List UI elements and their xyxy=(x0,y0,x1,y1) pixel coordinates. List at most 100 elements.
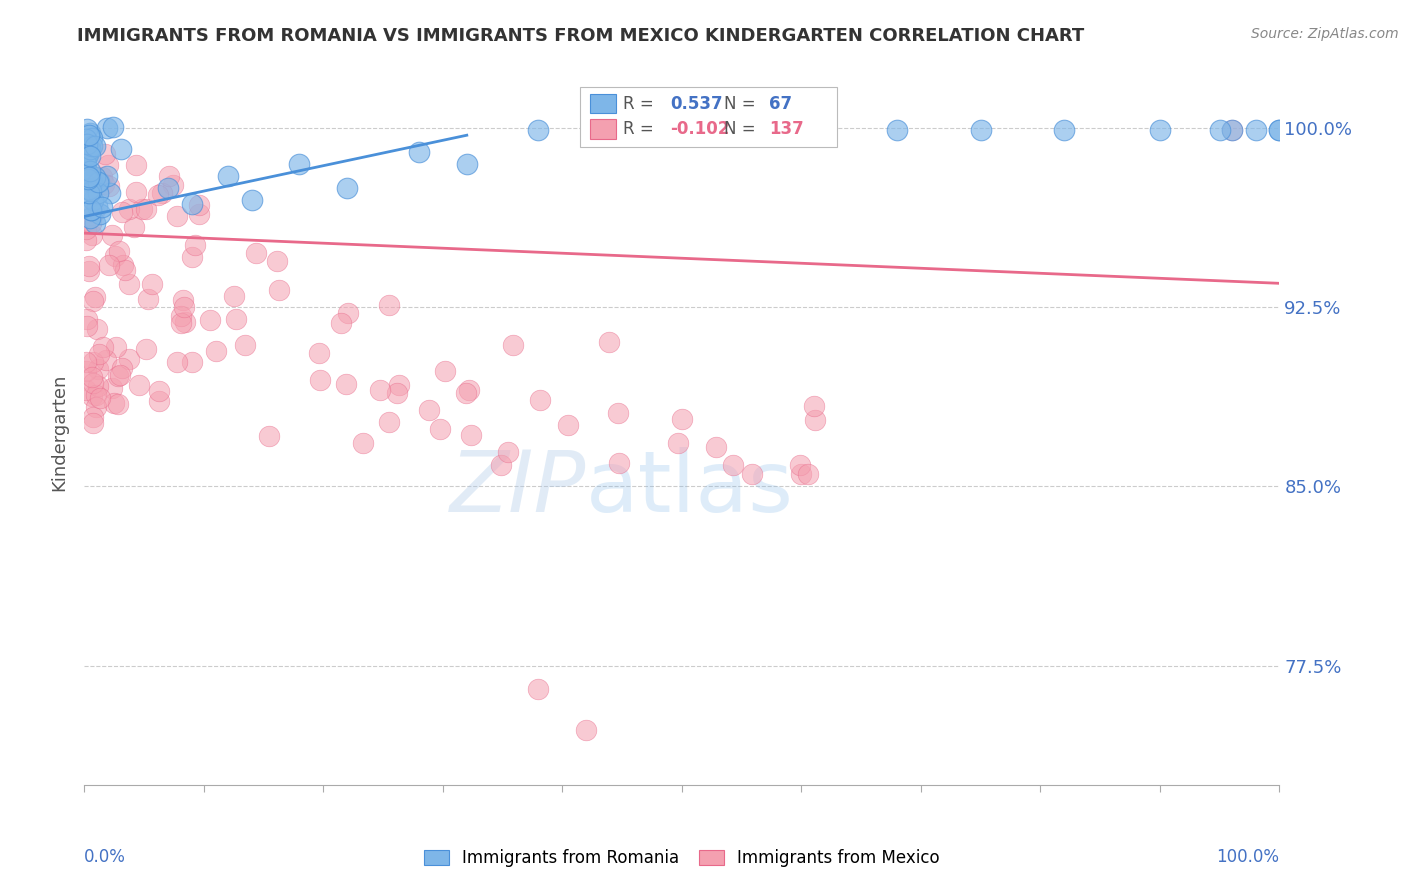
Point xyxy=(588,123,610,137)
Point xyxy=(93,178,115,192)
Point xyxy=(90,200,112,214)
Point xyxy=(128,378,150,392)
Point xyxy=(80,202,103,217)
Point xyxy=(141,277,163,291)
Point xyxy=(107,369,129,384)
Point xyxy=(766,123,789,137)
Point xyxy=(172,293,194,308)
Point xyxy=(77,128,100,142)
Text: R =: R = xyxy=(623,95,654,112)
Point xyxy=(82,193,104,207)
Point xyxy=(352,435,374,450)
Point xyxy=(886,123,908,137)
Point xyxy=(790,467,813,482)
Point xyxy=(77,182,100,196)
Point xyxy=(76,146,98,161)
Point xyxy=(86,378,108,392)
Point xyxy=(93,147,115,161)
Point xyxy=(84,170,107,185)
Text: 0.0%: 0.0% xyxy=(84,848,127,866)
Point xyxy=(97,158,120,172)
Point xyxy=(77,171,100,186)
Point xyxy=(458,384,481,398)
Point xyxy=(434,364,457,378)
Point xyxy=(80,131,103,145)
Point xyxy=(96,169,118,184)
Point xyxy=(741,467,763,482)
Point xyxy=(489,458,512,472)
Point xyxy=(75,164,97,178)
Point xyxy=(502,337,524,351)
Point xyxy=(79,184,101,198)
Point xyxy=(1053,123,1076,137)
Point xyxy=(105,340,128,354)
Point xyxy=(76,168,98,182)
Point xyxy=(86,186,108,200)
Point xyxy=(388,377,411,392)
Point xyxy=(77,264,100,278)
Point xyxy=(598,334,620,349)
Point xyxy=(89,207,111,221)
Point xyxy=(84,217,107,231)
Point xyxy=(108,368,131,382)
Point xyxy=(77,145,100,160)
Point xyxy=(385,385,408,400)
Point xyxy=(148,188,170,202)
Point xyxy=(666,435,689,450)
Text: Source: ZipAtlas.com: Source: ZipAtlas.com xyxy=(1251,27,1399,41)
Point xyxy=(91,169,114,184)
Point xyxy=(79,211,101,226)
Point xyxy=(82,370,104,384)
Point xyxy=(378,298,401,312)
Point xyxy=(157,181,180,195)
Point xyxy=(259,429,281,443)
Point xyxy=(101,380,124,394)
Point xyxy=(84,290,107,304)
Point xyxy=(75,142,97,156)
Point xyxy=(124,219,146,234)
Text: R =: R = xyxy=(623,120,654,138)
Point xyxy=(723,458,745,472)
Point xyxy=(166,209,188,223)
Point xyxy=(527,682,550,697)
Point xyxy=(110,361,132,376)
Point xyxy=(607,456,630,470)
Point xyxy=(75,153,97,167)
Point xyxy=(76,312,98,326)
Point xyxy=(266,254,288,268)
Point xyxy=(82,139,104,153)
Point xyxy=(86,322,108,336)
Point xyxy=(704,441,727,455)
Point xyxy=(94,352,117,367)
Text: IMMIGRANTS FROM ROMANIA VS IMMIGRANTS FROM MEXICO KINDERGARTEN CORRELATION CHART: IMMIGRANTS FROM ROMANIA VS IMMIGRANTS FR… xyxy=(77,27,1084,45)
Point xyxy=(87,175,110,189)
Point xyxy=(308,346,330,360)
Point xyxy=(796,467,818,482)
Point xyxy=(77,170,100,185)
Point xyxy=(205,344,228,359)
Point xyxy=(529,392,551,407)
Point xyxy=(83,204,105,219)
Point xyxy=(150,186,173,200)
Point xyxy=(157,169,180,183)
Point xyxy=(240,193,263,207)
Point xyxy=(79,126,101,140)
Point xyxy=(198,313,221,327)
Text: N =: N = xyxy=(724,120,755,138)
Point xyxy=(80,216,103,230)
Text: 100.0%: 100.0% xyxy=(1216,848,1279,866)
Point xyxy=(181,197,204,211)
Point xyxy=(671,412,693,426)
Point xyxy=(89,392,111,406)
Point xyxy=(75,383,97,397)
Point xyxy=(75,157,97,171)
Point xyxy=(1220,123,1243,137)
Point xyxy=(368,383,391,397)
Point xyxy=(76,144,98,158)
Point xyxy=(118,351,141,366)
Point xyxy=(114,263,136,277)
Point xyxy=(575,723,598,737)
Point xyxy=(170,316,193,330)
Point xyxy=(75,132,97,146)
Point xyxy=(378,415,401,429)
